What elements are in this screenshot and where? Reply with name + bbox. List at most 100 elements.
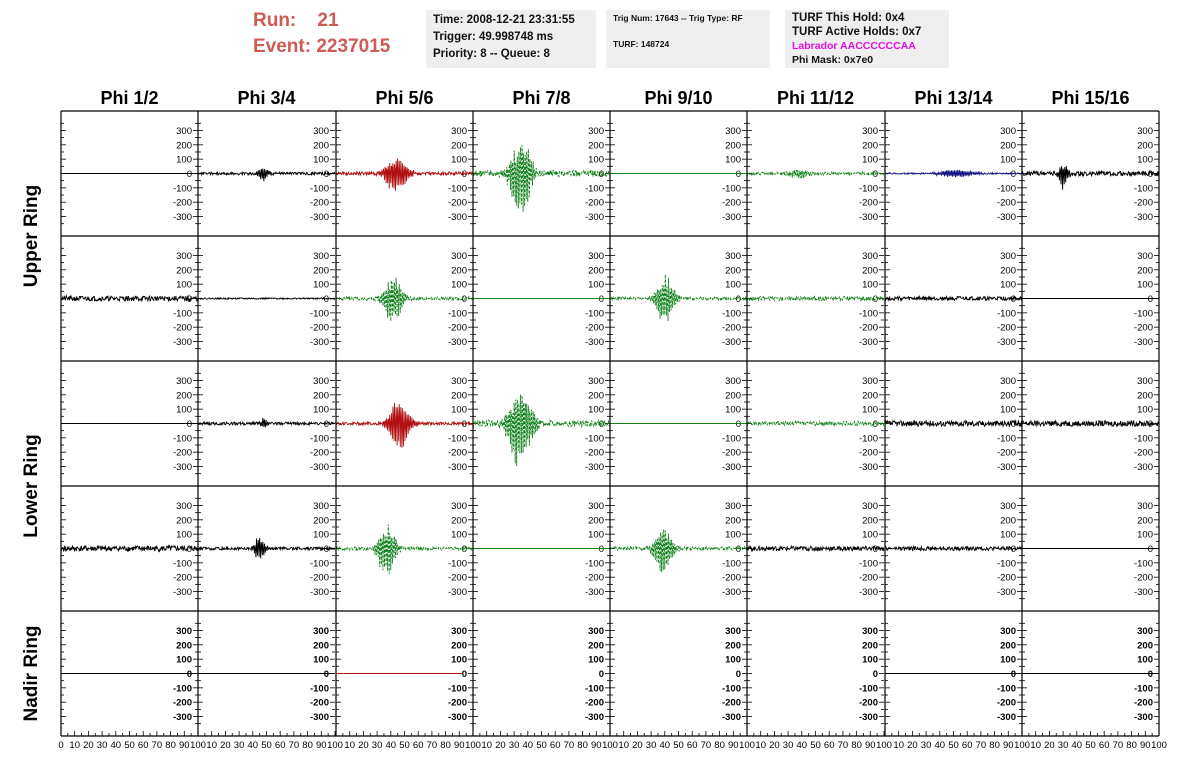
turf-active-holds-text: TURF Active Holds: 0x7 [792,26,922,38]
y-tick-label: 200 [1137,390,1153,401]
y-tick-label: 200 [725,265,741,276]
y-tick-label: 0 [324,294,329,305]
y-tick-label: 200 [1137,140,1153,151]
y-tick-label: 0 [1011,669,1016,680]
run-event-box: Run: 21 Event: 2237015 [253,8,390,60]
y-tick-label: -300 [310,212,329,223]
y-tick-label: 100 [1000,280,1016,291]
y-tick-label: -300 [173,587,192,598]
x-tick-label: 10 [893,740,904,751]
y-tick-label: 100 [313,405,329,416]
y-tick-label: -200 [448,323,467,334]
y-tick-label: -300 [1134,462,1153,473]
y-tick-label: -300 [310,712,329,723]
y-tick-label: 100 [176,280,192,291]
x-tick-label: 10 [755,740,766,751]
waveform-trace [472,145,611,212]
y-tick-label: -100 [585,433,604,444]
y-tick-label: 0 [599,669,604,680]
y-tick-label: 100 [451,530,467,541]
y-tick-label: -100 [1134,183,1153,194]
y-tick-label: 0 [873,419,878,430]
x-tick-label: 80 [714,740,725,751]
y-tick-label: 200 [1000,140,1016,151]
waveform-trace [60,294,199,303]
y-tick-label: 200 [588,390,604,401]
y-tick-label: -100 [310,558,329,569]
y-tick-label: 0 [187,669,192,680]
y-tick-label: 300 [862,501,878,512]
y-tick-label: 200 [451,265,467,276]
waveform-trace [1021,419,1160,428]
y-tick-label: 200 [1137,640,1153,651]
y-tick-label: 100 [313,155,329,166]
y-tick-label: 200 [725,515,741,526]
x-tick-label: 30 [783,740,794,751]
y-tick-label: 200 [176,265,192,276]
x-tick-label: 20 [220,740,231,751]
ring-label: Nadir Ring [21,625,42,721]
y-tick-label: -300 [722,462,741,473]
x-tick-label: 80 [577,740,588,751]
y-tick-label: 100 [862,155,878,166]
y-tick-label: -100 [448,683,467,694]
y-tick-label: -200 [585,198,604,209]
y-tick-label: 300 [176,376,192,387]
y-tick-label: -200 [859,573,878,584]
y-tick-label: 200 [451,640,467,651]
x-tick-label: 0 [58,740,63,751]
y-tick-label: 200 [176,640,192,651]
y-tick-label: -300 [997,587,1016,598]
y-tick-label: 100 [1137,405,1153,416]
event-value: 2237015 [316,36,391,57]
y-tick-label: -200 [310,198,329,209]
x-tick-label: 20 [83,740,94,751]
y-tick-label: -300 [173,212,192,223]
y-tick-label: 200 [725,140,741,151]
x-tick-label: 40 [797,740,808,751]
y-tick-label: -200 [448,698,467,709]
x-tick-label: 50 [261,740,272,751]
y-tick-label: 100 [176,405,192,416]
y-tick-label: 200 [725,640,741,651]
y-tick-label: 200 [725,390,741,401]
y-tick-label: 0 [187,544,192,555]
y-tick-label: 0 [1011,169,1016,180]
x-tick-label: 20 [907,740,918,751]
waveform-trace [884,544,1023,552]
x-tick-label: 10 [344,740,355,751]
y-tick-label: -100 [997,433,1016,444]
y-tick-label: -100 [585,183,604,194]
y-tick-label: -200 [722,198,741,209]
y-tick-label: -200 [997,573,1016,584]
y-tick-label: 300 [725,251,741,262]
y-tick-label: -300 [859,337,878,348]
y-tick-label: -200 [997,698,1016,709]
y-tick-label: -200 [585,573,604,584]
y-tick-label: 200 [313,515,329,526]
x-tick-label: 10 [481,740,492,751]
y-tick-label: -300 [1134,337,1153,348]
y-tick-label: 300 [176,626,192,637]
x-tick-label: 100 [465,740,481,751]
y-tick-label: -100 [310,183,329,194]
y-tick-label: 100 [725,530,741,541]
column-header: Phi 7/8 [512,88,570,108]
y-tick-label: -100 [585,558,604,569]
y-tick-label: 100 [451,155,467,166]
y-tick-label: -100 [1134,433,1153,444]
y-tick-label: 100 [313,280,329,291]
y-tick-label: -300 [310,337,329,348]
y-tick-label: 100 [725,280,741,291]
